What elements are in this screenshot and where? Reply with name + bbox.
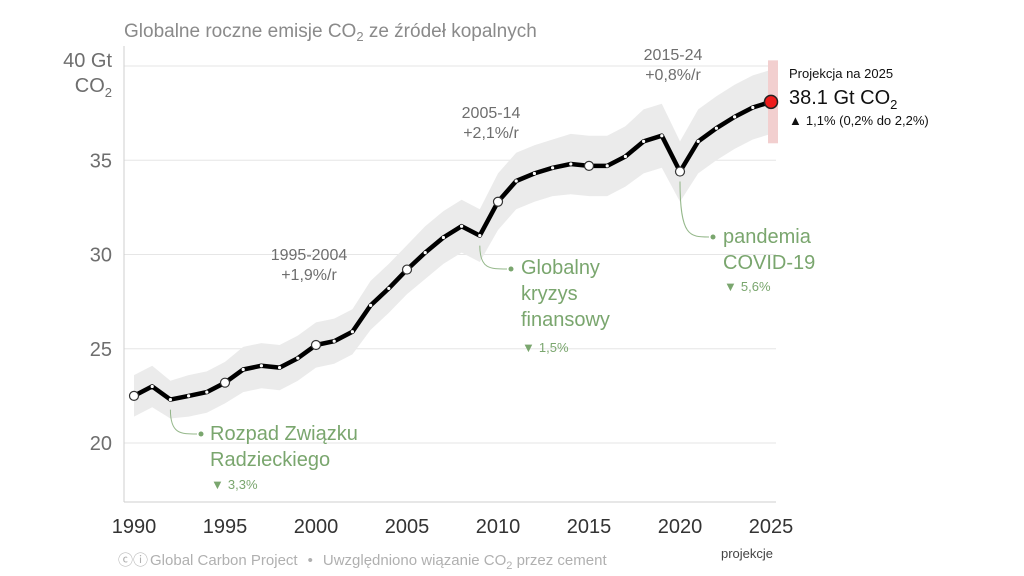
data-point — [642, 139, 646, 143]
data-point — [369, 303, 373, 307]
chart-title: Globalne roczne emisje CO2 ze źródeł kop… — [124, 21, 537, 44]
data-point — [350, 330, 354, 334]
data-point — [259, 364, 263, 368]
data-point — [696, 139, 700, 143]
emissions-line — [132, 99, 772, 402]
data-point — [241, 367, 245, 372]
svg-text:kryzys: kryzys — [521, 283, 578, 305]
data-point — [714, 126, 719, 130]
x-tick-label: 2025 — [749, 516, 794, 538]
svg-text:38.1 Gt CO2: 38.1 Gt CO2 — [789, 87, 897, 112]
data-point — [460, 224, 464, 228]
data-point-open — [674, 166, 686, 177]
annotation-leaders — [169, 181, 716, 437]
data-point-open — [310, 339, 322, 351]
x-axis-ticks: 1990 1995 2000 2005 2010 2015 2020 2025 — [112, 516, 794, 538]
data-point — [532, 171, 537, 176]
leader-line-2 — [679, 181, 710, 238]
leader-line-0 — [169, 409, 198, 435]
data-point-open — [492, 196, 504, 207]
license-icon: ⓒⓘ — [118, 552, 148, 569]
down-arrow-icon: ▼ — [522, 340, 535, 355]
x-tick-label: 2005 — [385, 516, 430, 538]
x-axis-projection-note: projekcje — [721, 546, 773, 561]
x-tick-label: 2015 — [567, 516, 612, 538]
x-tick-label: 2010 — [476, 516, 521, 538]
data-point — [514, 179, 518, 183]
data-point-open — [219, 377, 231, 388]
svg-text:▲1,1% (0,2% do 2,2%): ▲ 1,1% (0,2% do 2,2%) — [789, 113, 929, 128]
event-annotation-financial-crisis: Globalny kryzys finansowy ▼ 1,5% — [521, 257, 610, 355]
y-tick-label: 30 — [90, 245, 112, 267]
x-tick-label: 1990 — [112, 516, 157, 538]
data-point — [605, 164, 609, 168]
svg-text:2015-24: 2015-24 — [644, 47, 703, 64]
svg-text:+1,9%/r: +1,9%/r — [281, 267, 337, 284]
y-axis-unit: CO2 — [75, 75, 112, 100]
svg-text:+0,8%/r: +0,8%/r — [645, 67, 701, 84]
leader-dot-1 — [508, 266, 514, 272]
event-annotation-ussr: Rozpad Związku Radzieckiego ▼ 3,3% — [210, 423, 358, 492]
event-annotation-covid: pandemia COVID-19 ▼ 5,6% — [723, 226, 815, 294]
data-point-open — [128, 390, 140, 401]
data-point — [478, 234, 482, 238]
x-tick-label: 2000 — [294, 516, 339, 538]
svg-text:Globalny: Globalny — [521, 257, 600, 279]
data-points — [128, 105, 755, 402]
projection-marker — [763, 94, 779, 110]
up-arrow-icon: ▲ — [789, 113, 802, 128]
y-tick-label: 35 — [90, 150, 112, 172]
uncertainty-band — [134, 69, 771, 419]
y-axis-ticks: 20 25 30 35 — [90, 150, 112, 455]
data-point — [150, 384, 154, 389]
svg-text:▼5,6%: ▼ 5,6% — [724, 279, 771, 294]
footer: ⓒⓘ Global Carbon Project • Uwzględniono wią… — [118, 552, 607, 572]
x-tick-label: 2020 — [658, 516, 703, 538]
period-annotation-1995: 1995-2004 +1,9%/r — [271, 247, 348, 284]
leader-dot-0 — [198, 431, 204, 437]
data-point — [733, 115, 737, 119]
data-point — [569, 162, 573, 166]
svg-text:Projekcja na 2025: Projekcja na 2025 — [789, 66, 893, 81]
svg-text:▼3,3%: ▼ 3,3% — [211, 477, 258, 492]
svg-text:2005-14: 2005-14 — [462, 105, 521, 122]
down-arrow-icon: ▼ — [724, 279, 737, 294]
data-point — [441, 235, 445, 240]
leader-line-1 — [479, 245, 508, 270]
data-point — [623, 154, 628, 159]
svg-text:▼1,5%: ▼ 1,5% — [522, 340, 569, 355]
data-point — [423, 251, 427, 255]
y-tick-label: 20 — [90, 433, 112, 455]
leader-dot-2 — [710, 234, 716, 240]
data-point — [278, 366, 282, 370]
data-point — [296, 356, 300, 360]
svg-text:Rozpad Związku: Rozpad Związku — [210, 423, 358, 445]
data-point — [168, 398, 172, 402]
data-point — [551, 166, 555, 170]
x-tick-label: 1995 — [203, 516, 248, 538]
svg-text:COVID-19: COVID-19 — [723, 252, 815, 274]
data-point — [205, 390, 209, 394]
y-tick-label: 25 — [90, 339, 112, 361]
svg-text:pandemia: pandemia — [723, 226, 812, 248]
data-point — [332, 339, 336, 343]
data-point — [187, 394, 191, 398]
period-annotation-2015: 2015-24 +0,8%/r — [644, 47, 703, 84]
svg-text:+2,1%/r: +2,1%/r — [463, 125, 519, 142]
projection-callout: Projekcja na 2025 38.1 Gt CO2 ▲ 1,1% (0,2… — [789, 66, 929, 128]
data-point — [660, 134, 664, 138]
svg-text:1995-2004: 1995-2004 — [271, 247, 348, 264]
y-axis-label-top: 40 Gt — [63, 50, 112, 72]
down-arrow-icon: ▼ — [211, 477, 224, 492]
period-annotation-2005: 2005-14 +2,1%/r — [462, 105, 521, 142]
data-point-open — [401, 264, 413, 275]
svg-text:Radzieckiego: Radzieckiego — [210, 449, 330, 471]
data-point-open — [583, 160, 595, 172]
svg-text:finansowy: finansowy — [521, 309, 610, 331]
data-point — [751, 105, 755, 110]
data-point — [387, 286, 391, 291]
